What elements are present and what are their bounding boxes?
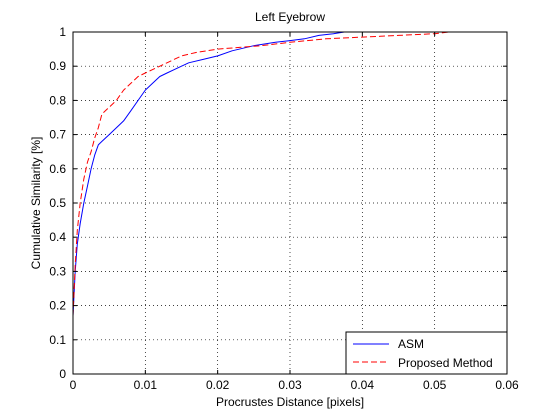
series-layer: [72, 31, 450, 316]
x-tick-label: 0.04: [351, 378, 375, 392]
y-tick-label: 0.2: [49, 299, 66, 313]
y-tick-label: 0.9: [49, 59, 66, 73]
series-line-asm: [72, 31, 345, 316]
series-line-proposed-method: [72, 31, 450, 316]
x-tick-label: 0: [70, 378, 77, 392]
legend: ASM Proposed Method: [345, 331, 508, 375]
y-tick-label: 0.7: [49, 128, 66, 142]
y-tick-label: 0.8: [49, 93, 66, 107]
y-tick-label: 1: [59, 25, 66, 39]
legend-box: [345, 331, 508, 375]
x-tick-label: 0.06: [495, 378, 519, 392]
y-tick-label: 0: [59, 367, 66, 381]
legend-label-proposed: Proposed Method: [398, 356, 493, 370]
x-tick-label: 0.03: [278, 378, 302, 392]
y-tick-label: 0.6: [49, 162, 66, 176]
y-tick-label: 0.1: [49, 333, 66, 347]
y-tick-label: 0.4: [49, 230, 66, 244]
x-tick-label: 0.05: [423, 378, 447, 392]
x-tick-label: 0.01: [134, 378, 158, 392]
x-tick-label: 0.02: [206, 378, 230, 392]
y-axis-label: Cumulative Similarity [%]: [29, 137, 43, 270]
y-tick-label: 0.3: [49, 264, 66, 278]
chart-title: Left Eyebrow: [255, 10, 325, 24]
legend-label-asm: ASM: [398, 337, 424, 351]
x-axis-label: Procrustes Distance [pixels]: [216, 395, 364, 409]
grid-lines: [73, 32, 507, 374]
y-tick-label: 0.5: [49, 196, 66, 210]
axis-ticks: 0 0.01 0.02 0.03 0.04 0.05 0.06 0 0.1 0.2 0.3 0.4 0.…: [49, 25, 519, 392]
